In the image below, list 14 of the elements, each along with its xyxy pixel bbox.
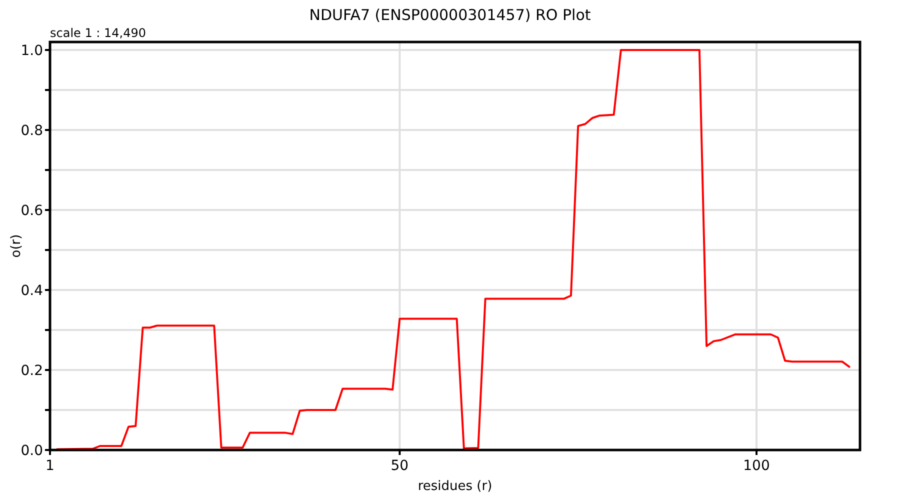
y-axis-title: o(r) [9,234,24,258]
chart-title: NDUFA7 (ENSP00000301457) RO Plot [309,6,591,24]
y-tick-label: 0.6 [20,202,44,219]
x-tick-label: 1 [46,458,54,474]
y-tick-label: 0.8 [20,122,43,139]
x-tick-label: 100 [743,458,770,474]
y-tick-label: 1.0 [20,42,43,59]
x-axis-title: residues (r) [418,479,492,494]
y-tick-label: 0.4 [20,282,44,299]
text: scale 1 : 14,490 [50,26,146,40]
line-series [56,49,850,450]
y-tick-label: 0.2 [20,362,43,379]
x-tick-label: 50 [390,458,409,474]
y-tick-label: 0.0 [20,442,43,459]
